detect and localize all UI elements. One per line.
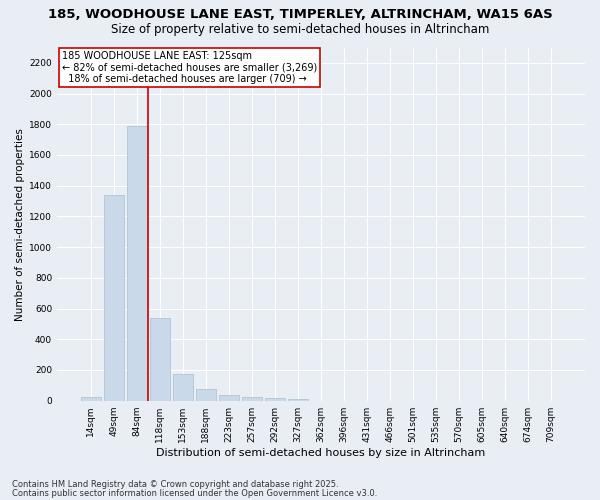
Text: Contains public sector information licensed under the Open Government Licence v3: Contains public sector information licen… — [12, 488, 377, 498]
Text: 185, WOODHOUSE LANE EAST, TIMPERLEY, ALTRINCHAM, WA15 6AS: 185, WOODHOUSE LANE EAST, TIMPERLEY, ALT… — [47, 8, 553, 20]
Bar — [196, 388, 215, 400]
Y-axis label: Number of semi-detached properties: Number of semi-detached properties — [15, 128, 25, 320]
Bar — [127, 126, 146, 400]
Bar — [242, 397, 262, 400]
Bar — [219, 396, 239, 400]
Text: Size of property relative to semi-detached houses in Altrincham: Size of property relative to semi-detach… — [111, 22, 489, 36]
X-axis label: Distribution of semi-detached houses by size in Altrincham: Distribution of semi-detached houses by … — [157, 448, 485, 458]
Text: Contains HM Land Registry data © Crown copyright and database right 2025.: Contains HM Land Registry data © Crown c… — [12, 480, 338, 489]
Bar — [104, 195, 124, 400]
Text: 185 WOODHOUSE LANE EAST: 125sqm
← 82% of semi-detached houses are smaller (3,269: 185 WOODHOUSE LANE EAST: 125sqm ← 82% of… — [62, 51, 317, 84]
Bar — [173, 374, 193, 400]
Bar — [81, 397, 101, 400]
Bar — [265, 398, 285, 400]
Bar — [288, 399, 308, 400]
Bar — [150, 318, 170, 400]
